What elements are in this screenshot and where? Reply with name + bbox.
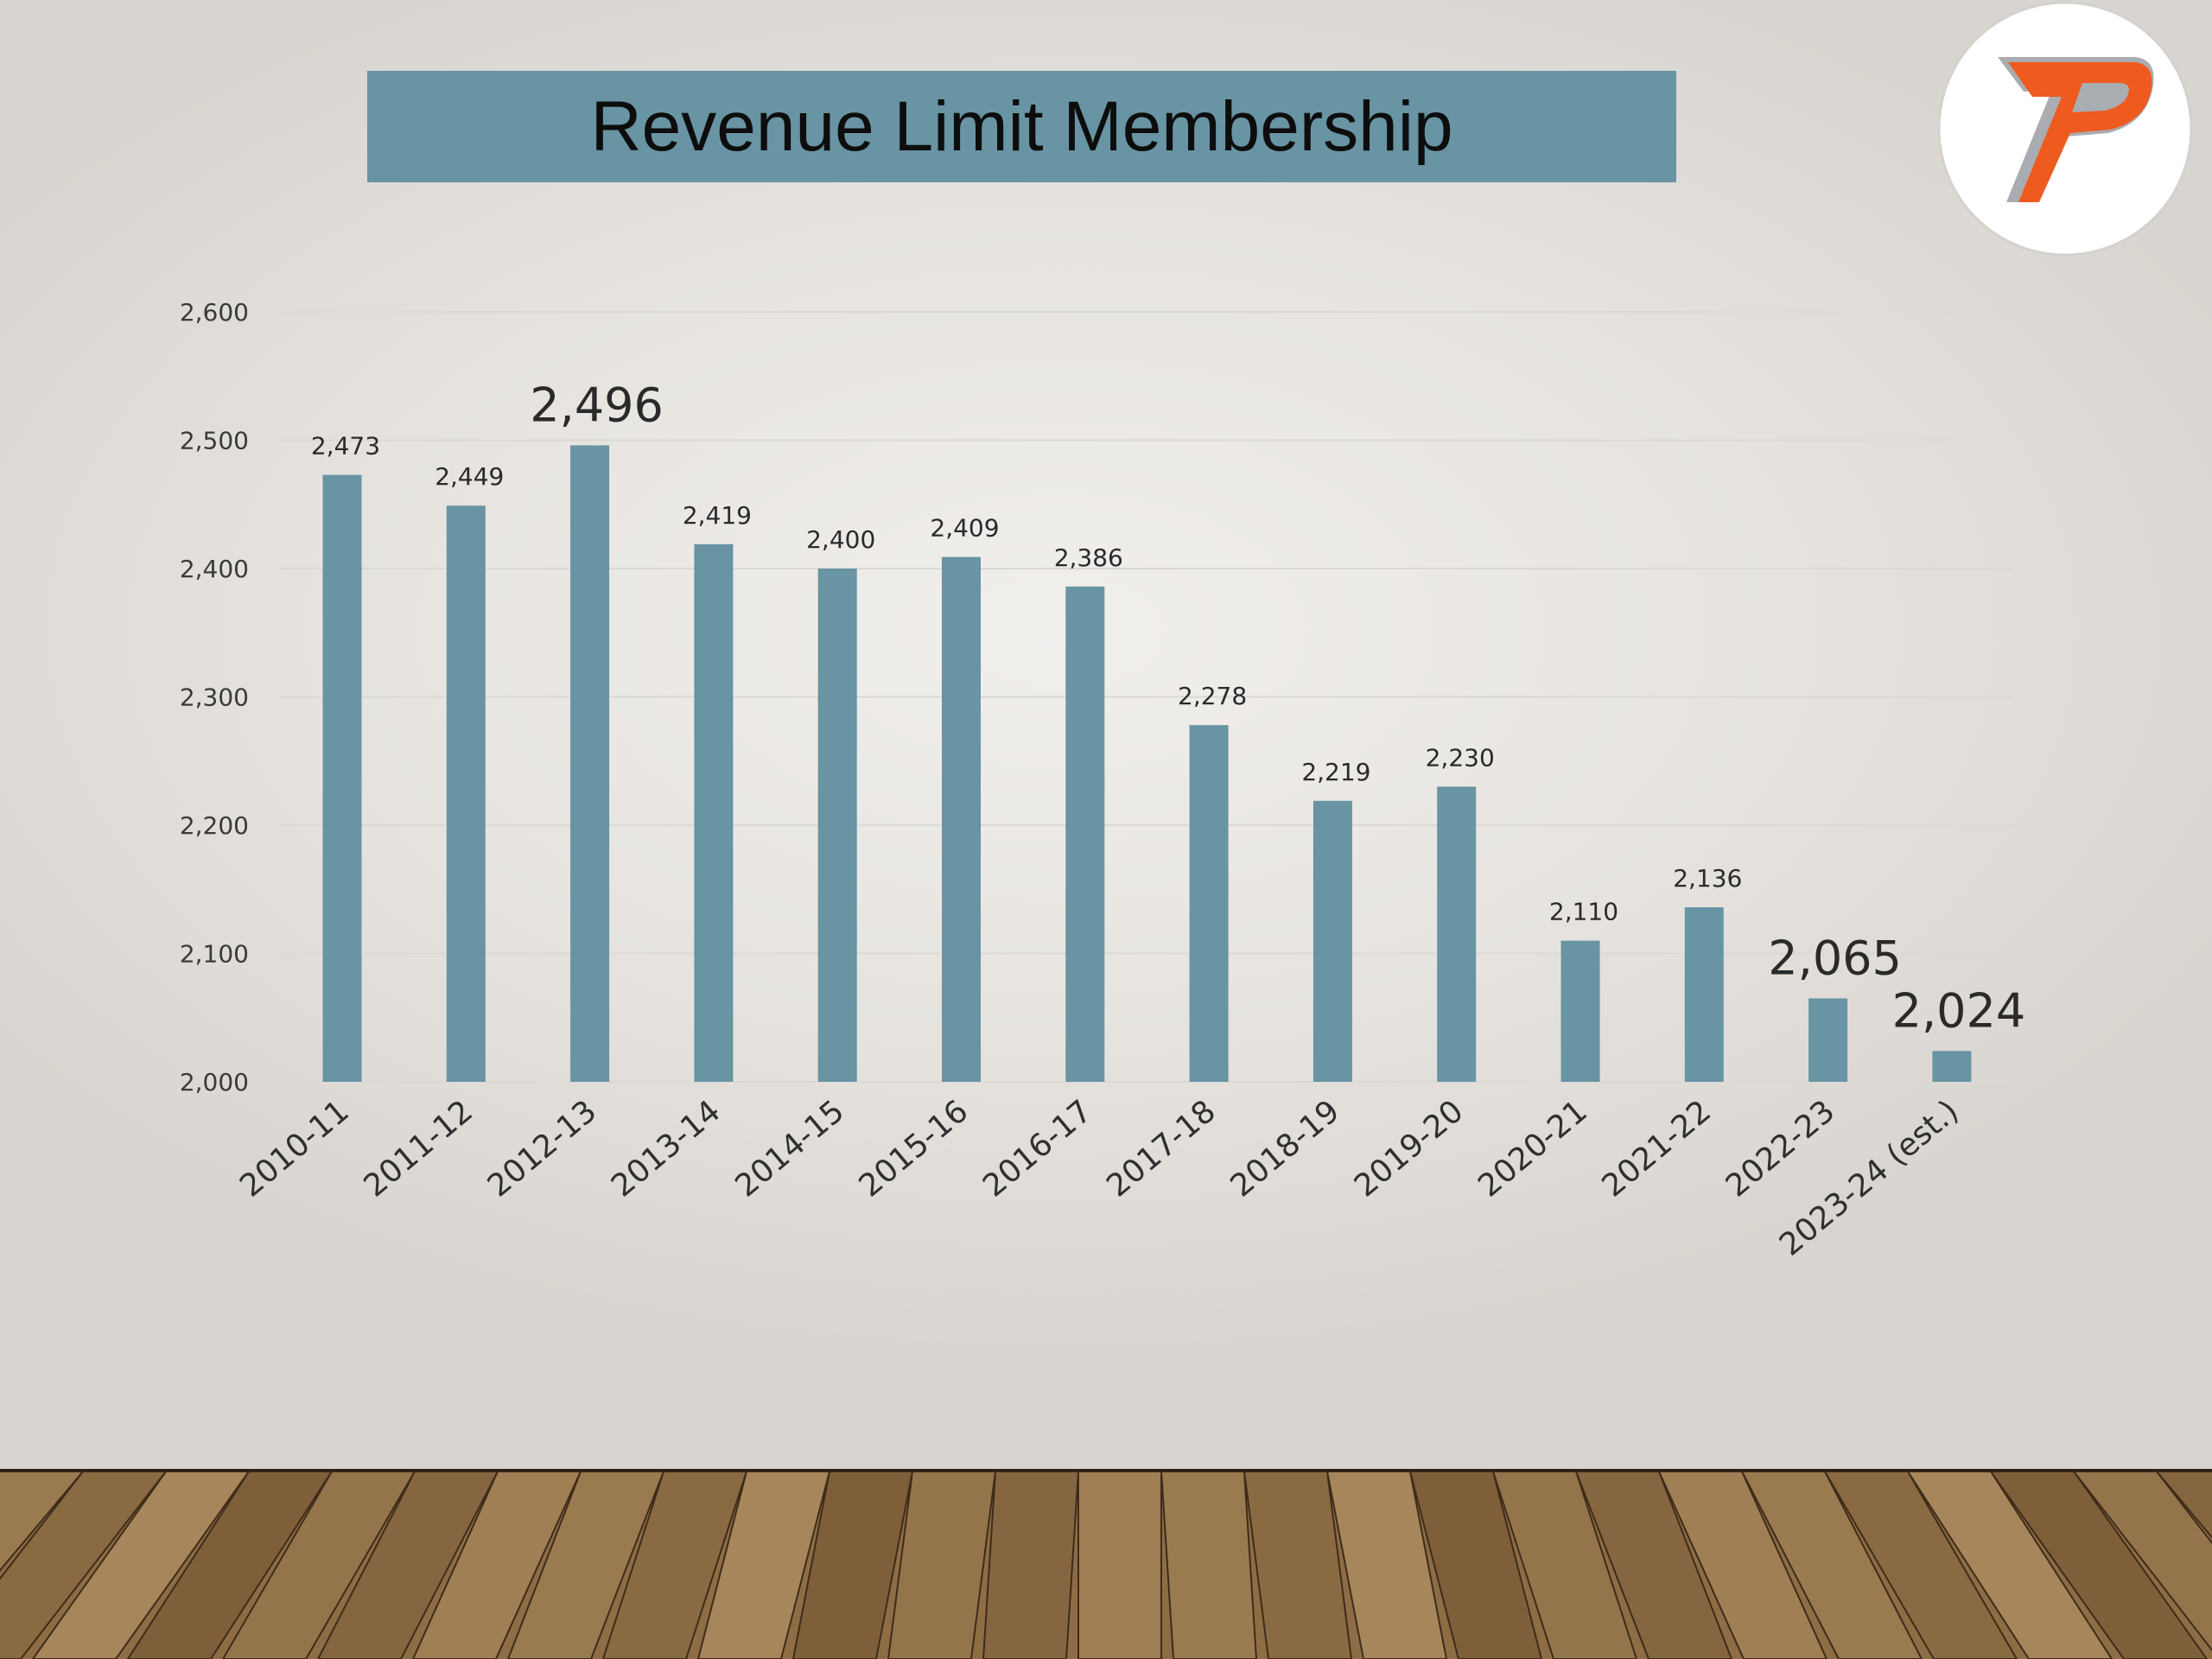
floor-plank	[506, 1471, 665, 1659]
data-label: 2,400	[806, 525, 875, 554]
floor-plank	[221, 1471, 416, 1659]
bar	[570, 445, 610, 1082]
data-label: 2,449	[435, 462, 504, 491]
floor-plank	[126, 1471, 334, 1659]
chart-title: Revenue Limit Membership	[590, 86, 1453, 166]
x-tick-label: 2010-11	[233, 1093, 356, 1204]
bar	[446, 505, 486, 1082]
x-tick-label: 2018-19	[1224, 1093, 1347, 1204]
x-tick-label: 2012-13	[481, 1093, 604, 1204]
floor-plank	[1243, 1471, 1353, 1659]
letter-p-logo-icon	[1937, 1, 2193, 257]
bar	[1684, 907, 1724, 1082]
y-tick-label: 2,200	[180, 811, 249, 840]
floor-plank	[1657, 1471, 1828, 1659]
y-tick-label: 2,500	[180, 427, 249, 455]
bar	[817, 569, 857, 1082]
floor-plank	[31, 1471, 251, 1659]
bar	[1065, 586, 1105, 1082]
bar	[694, 543, 734, 1082]
data-label: 2,409	[930, 514, 999, 543]
x-tick-label: 2019-20	[1348, 1093, 1471, 1204]
x-tick-label: 2017-18	[1100, 1093, 1223, 1204]
floor-plank	[1491, 1471, 1638, 1659]
floor-plank	[696, 1471, 831, 1659]
floor-plank	[316, 1471, 499, 1659]
bar-chart: 2,000 2,100 2,200 2,300 2,400 2,500 2,600 2,473…	[180, 298, 2026, 1263]
floor-plank	[1823, 1471, 2018, 1659]
y-tick-label: 2,000	[180, 1068, 249, 1096]
data-label: 2,110	[1549, 898, 1618, 926]
data-label: 2,386	[1054, 543, 1123, 572]
x-tick-label: 2020-21	[1471, 1093, 1594, 1204]
floor-plank	[1574, 1471, 1733, 1659]
bar	[1437, 786, 1477, 1082]
floor-plank	[411, 1471, 582, 1659]
data-label: 2,496	[530, 378, 664, 432]
data-label: 2,219	[1301, 758, 1370, 786]
x-tick-label: 2015-16	[853, 1093, 976, 1204]
floor-plank	[2155, 1471, 2212, 1539]
y-tick-label: 2,600	[180, 298, 249, 327]
x-tick-label: 2022-23	[1719, 1093, 1842, 1204]
data-label: 2,473	[311, 432, 380, 461]
floor-plank	[1325, 1471, 1448, 1659]
y-tick-label: 2,400	[180, 555, 249, 583]
floor-plank	[1989, 1471, 2209, 1659]
floor-plank	[601, 1471, 748, 1659]
data-label: 2,024	[1892, 983, 2026, 1038]
bar	[1932, 1051, 1972, 1082]
floor-plank	[1740, 1471, 1923, 1659]
floor-plank	[0, 1471, 85, 1573]
floor-plank	[982, 1471, 1080, 1659]
bar	[942, 556, 981, 1082]
data-label: 2,230	[1426, 743, 1495, 772]
wooden-floor	[0, 1471, 2212, 1659]
floor-plank	[1906, 1471, 2113, 1659]
bar	[1808, 998, 1848, 1082]
bar	[1313, 800, 1352, 1082]
title-banner: Revenue Limit Membership	[367, 71, 1676, 182]
floor-plank	[887, 1471, 997, 1659]
data-label: 2,278	[1178, 682, 1247, 710]
floor-plank	[1160, 1471, 1258, 1659]
x-tick-label: 2021-22	[1596, 1093, 1719, 1204]
floor-plank	[1408, 1471, 1543, 1659]
floor-plank	[1077, 1471, 1162, 1659]
floor-plank	[2072, 1471, 2212, 1652]
x-tick-label: 2014-15	[728, 1093, 851, 1204]
data-label: 2,065	[1768, 931, 1902, 985]
data-label: 2,136	[1673, 864, 1742, 893]
x-tick-label: 2013-14	[605, 1093, 728, 1204]
y-tick-label: 2,100	[180, 940, 249, 969]
y-tick-label: 2,300	[180, 683, 249, 712]
x-tick-label: 2016-17	[976, 1093, 1099, 1204]
bar	[1189, 725, 1229, 1082]
bar	[322, 474, 362, 1082]
x-tick-label: 2011-12	[358, 1093, 480, 1204]
floor-plank	[791, 1471, 914, 1659]
bar	[1560, 940, 1600, 1082]
data-label: 2,419	[683, 501, 752, 530]
floor-plank	[0, 1471, 168, 1659]
